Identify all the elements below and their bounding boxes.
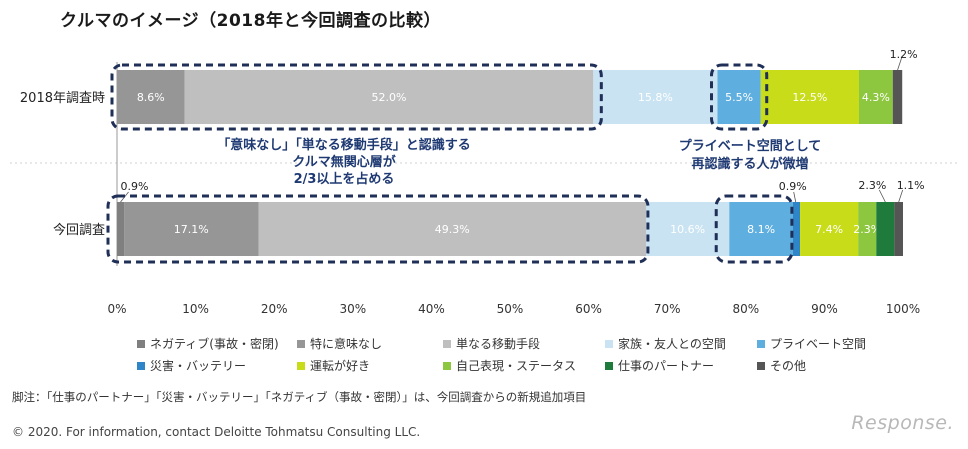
leader-line [897, 57, 902, 71]
x-tick-label: 50% [497, 302, 524, 316]
legend-swatch [757, 340, 765, 348]
data-label: 8.1% [747, 223, 775, 236]
annotation-text: クルマ無関心層が [292, 154, 396, 170]
data-label: 15.8% [638, 91, 673, 104]
data-label: 0.9% [121, 180, 149, 193]
legend-label: 仕事のパートナー [618, 359, 714, 373]
leader-line [878, 189, 886, 203]
bar-segment [117, 202, 125, 256]
bar-segment [124, 202, 259, 256]
bar-segment [258, 202, 646, 256]
data-label: 0.9% [779, 180, 807, 193]
legend-label: 特に意味なし [310, 336, 382, 351]
legend-swatch [137, 340, 145, 348]
legend-label: その他 [770, 359, 806, 373]
bar-segment [892, 70, 903, 124]
category-label: 2018年調査時 [20, 91, 105, 106]
legend-swatch [443, 362, 451, 370]
x-tick-label: 30% [339, 302, 366, 316]
data-label: 8.6% [137, 91, 165, 104]
annotation-text: プライベート空間として [679, 138, 822, 154]
legend-label: 単なる移動手段 [456, 336, 540, 351]
highlight-box [710, 63, 769, 131]
bar-segment [800, 202, 859, 256]
data-label: 4.3% [862, 91, 890, 104]
data-label: 12.5% [792, 91, 827, 104]
bar-segment [729, 202, 793, 256]
legend-swatch [605, 340, 613, 348]
highlight-box [714, 194, 794, 264]
bar-segment [184, 70, 594, 124]
data-label: 52.0% [371, 91, 406, 104]
category-label: 今回調査 [53, 222, 105, 238]
legend-swatch [297, 340, 305, 348]
bar-segment [858, 70, 893, 124]
x-tick-label: 20% [261, 302, 288, 316]
legend-label: ネガティブ(事故・密閉) [150, 336, 279, 351]
bar-segment [792, 202, 801, 256]
highlight-box [106, 194, 650, 264]
leader-line [793, 191, 797, 203]
legend-swatch [443, 340, 451, 348]
bar-segment [760, 70, 859, 124]
x-tick-label: 10% [182, 302, 209, 316]
annotation-text: 2/3以上を占める [294, 171, 395, 187]
legend-swatch [605, 362, 613, 370]
annotation-text: 再認識する人が微増 [691, 156, 808, 172]
bar-segment [717, 70, 761, 124]
legend-swatch [297, 362, 305, 370]
bar-segment [876, 202, 895, 256]
data-label: 49.3% [435, 223, 470, 236]
legend-label: 家族・友人との空間 [618, 336, 726, 351]
data-label: 1.2% [890, 48, 918, 61]
bar-segment [593, 70, 718, 124]
x-tick-label: 40% [418, 302, 445, 316]
x-tick-label: 60% [575, 302, 602, 316]
x-tick-label: 100% [886, 302, 920, 316]
response-logo: Response. [851, 412, 954, 434]
legend-swatch [757, 362, 765, 370]
legend-label: 運転が好き [310, 358, 370, 373]
data-label: 2.3% [853, 223, 881, 236]
legend-swatch [137, 362, 145, 370]
bar-segment [117, 70, 185, 124]
data-label: 17.1% [174, 223, 209, 236]
leader-line [898, 189, 904, 203]
page-title: クルマのイメージ（2018年と今回調査の比較） [60, 11, 441, 31]
data-label: 7.4% [815, 223, 843, 236]
highlight-box [110, 63, 603, 131]
bar-segment [894, 202, 903, 256]
x-tick-label: 90% [811, 302, 838, 316]
legend-label: 災害・バッテリー [150, 358, 246, 373]
x-tick-label: 80% [732, 302, 759, 316]
legend-label: 自己表現・ステータス [456, 359, 576, 373]
x-tick-label: 70% [654, 302, 681, 316]
annotation-text: 「意味なし」「単なる移動手段」と認識する [217, 137, 471, 153]
x-tick-label: 0% [107, 302, 126, 316]
copyright: © 2020. For information, contact Deloitt… [12, 425, 421, 439]
bar-segment [858, 202, 877, 256]
data-label: 10.6% [670, 223, 705, 236]
data-label: 2.3% [858, 179, 886, 192]
legend-label: プライベート空間 [770, 337, 866, 351]
data-label: 1.1% [897, 179, 925, 192]
footnote: 脚注：「仕事のパートナー」「災害・バッテリー」「ネガティブ（事故・密閉）」は、今… [12, 390, 587, 404]
data-label: 5.5% [725, 91, 753, 104]
